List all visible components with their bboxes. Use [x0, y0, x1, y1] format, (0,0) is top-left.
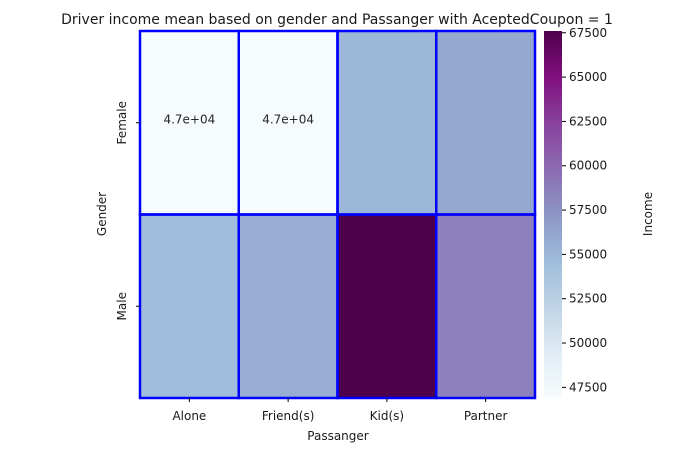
colorbar-gradient [544, 31, 562, 398]
colorbar-label: Income [641, 192, 655, 236]
heatmap-cell [238, 31, 338, 215]
x-tick-label: Alone [172, 409, 206, 423]
heatmap-cell-label: 4.7e+04 [262, 112, 314, 126]
heatmap-cell [337, 214, 437, 398]
heatmap-cell [238, 214, 338, 398]
heatmap-cell-labels: 4.7e+04 4.7e+04 [163, 112, 314, 126]
heatmap-cells [140, 31, 535, 398]
colorbar-tick-label: 57500 [569, 203, 607, 217]
colorbar [544, 31, 562, 398]
colorbar-tick-label: 50000 [569, 336, 607, 350]
y-tick-label: Female [115, 101, 129, 144]
x-tick-label: Friend(s) [262, 409, 315, 423]
colorbar-tick-label: 65000 [569, 70, 607, 84]
y-axis-label: Gender [95, 192, 109, 236]
y-axis: Female Male [115, 101, 140, 320]
heatmap-cell [436, 31, 535, 215]
heatmap-cell [140, 31, 239, 215]
heatmap-cell [140, 214, 239, 398]
colorbar-tick-label: 60000 [569, 159, 607, 173]
y-tick-label: Male [115, 292, 129, 320]
colorbar-tick-label: 47500 [569, 380, 607, 394]
colorbar-tick-label: 62500 [569, 114, 607, 128]
x-axis-label: Passanger [307, 429, 369, 443]
chart-title: Driver income mean based on gender and P… [61, 12, 613, 28]
heatmap-cell [337, 31, 437, 215]
heatmap-cell-label: 4.7e+04 [163, 112, 215, 126]
x-axis: Alone Friend(s) Kid(s) Partner [172, 398, 507, 423]
colorbar-tick-label: 52500 [569, 292, 607, 306]
heatmap-cell [436, 214, 535, 398]
x-tick-label: Kid(s) [370, 409, 404, 423]
x-tick-label: Partner [464, 409, 508, 423]
colorbar-tick-label: 55000 [569, 247, 607, 261]
colorbar-ticks: 47500 50000 52500 55000 57500 60000 62500 65000… [562, 26, 607, 394]
colorbar-tick-label: 67500 [569, 26, 607, 40]
